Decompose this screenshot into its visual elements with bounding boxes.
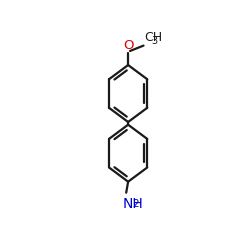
Text: O: O bbox=[123, 39, 134, 52]
Text: NH: NH bbox=[122, 198, 143, 211]
Text: 3: 3 bbox=[152, 36, 158, 46]
Text: CH: CH bbox=[144, 31, 162, 44]
Text: 2: 2 bbox=[132, 200, 139, 209]
